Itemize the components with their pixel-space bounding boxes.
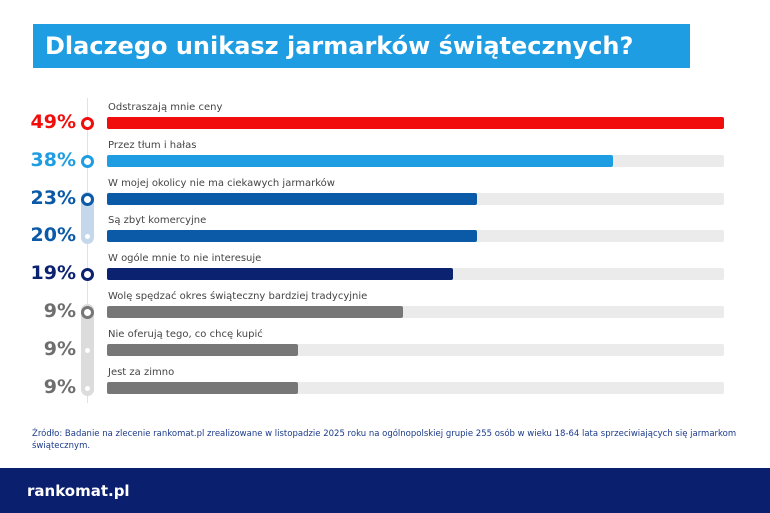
footer: rankomat.pl <box>0 468 770 513</box>
bar <box>107 268 453 281</box>
source-note: Źródło: Badanie na zlecenie rankomat.pl … <box>32 429 737 451</box>
value-label: 9% <box>43 375 76 398</box>
value-label: 20% <box>30 224 76 247</box>
value-label: 19% <box>30 262 76 285</box>
category-label: Są zbyt komercyjne <box>108 215 207 227</box>
value-label: 38% <box>30 148 76 171</box>
value-label: 49% <box>30 111 76 133</box>
value-label: 23% <box>30 186 76 209</box>
bar-track <box>107 154 724 167</box>
bar-track <box>107 192 724 205</box>
chart-title: Dlaczego unikasz jarmarków świątecznych? <box>33 24 690 68</box>
axis-line <box>87 98 88 403</box>
value-label: 9% <box>43 300 76 322</box>
bar-track <box>107 268 724 281</box>
bar-track <box>107 117 724 129</box>
bar-track <box>107 343 724 356</box>
marker-dot <box>85 347 90 353</box>
marker-dot <box>85 385 90 391</box>
bar-track <box>107 306 724 318</box>
marker-dot <box>81 268 94 282</box>
bar-track <box>107 381 724 394</box>
bar-row: 20% Są zbyt komercyjne <box>0 215 770 254</box>
category-label: Przez tłum i hałas <box>108 139 197 151</box>
bar-row: 19% W ogóle mnie to nie interesuje <box>0 253 770 292</box>
marker-dot <box>81 154 94 168</box>
bar <box>107 230 478 243</box>
bar-row: 23% W mojej okolicy nie ma ciekawych jarm… <box>0 177 770 217</box>
bar-row: 49% Odstraszają mnie ceny <box>0 102 770 141</box>
bar <box>107 306 404 318</box>
rankomat-logo: rankomat.pl <box>27 482 130 500</box>
category-label: W ogóle mnie to nie interesuje <box>108 253 262 265</box>
bar <box>107 192 478 205</box>
category-label: W mojej okolicy nie ma ciekawych jarmark… <box>108 177 335 189</box>
marker-dot <box>81 192 94 206</box>
category-label: Odstraszają mnie ceny <box>108 102 223 113</box>
marker-dot <box>81 117 94 130</box>
value-label: 9% <box>43 337 76 360</box>
bar-track <box>107 230 724 243</box>
bar-row: 38% Przez tłum i hałas <box>0 139 770 179</box>
category-label: Nie oferują tego, co chcę kupić <box>108 328 263 340</box>
bar-row: 9% Wolę spędzać okres świąteczny bardziej… <box>0 291 770 330</box>
bar <box>107 154 613 167</box>
bar <box>107 381 299 394</box>
marker-dot <box>85 234 90 240</box>
marker-dot <box>81 306 94 319</box>
bar <box>107 343 299 356</box>
bar-row: 9% Nie oferują tego, co chcę kupić <box>0 328 770 368</box>
bar-row: 9% Jest za zimno <box>0 366 770 406</box>
bar <box>107 117 724 129</box>
category-label: Wolę spędzać okres świąteczny bardziej t… <box>108 291 368 302</box>
category-label: Jest za zimno <box>108 366 175 378</box>
